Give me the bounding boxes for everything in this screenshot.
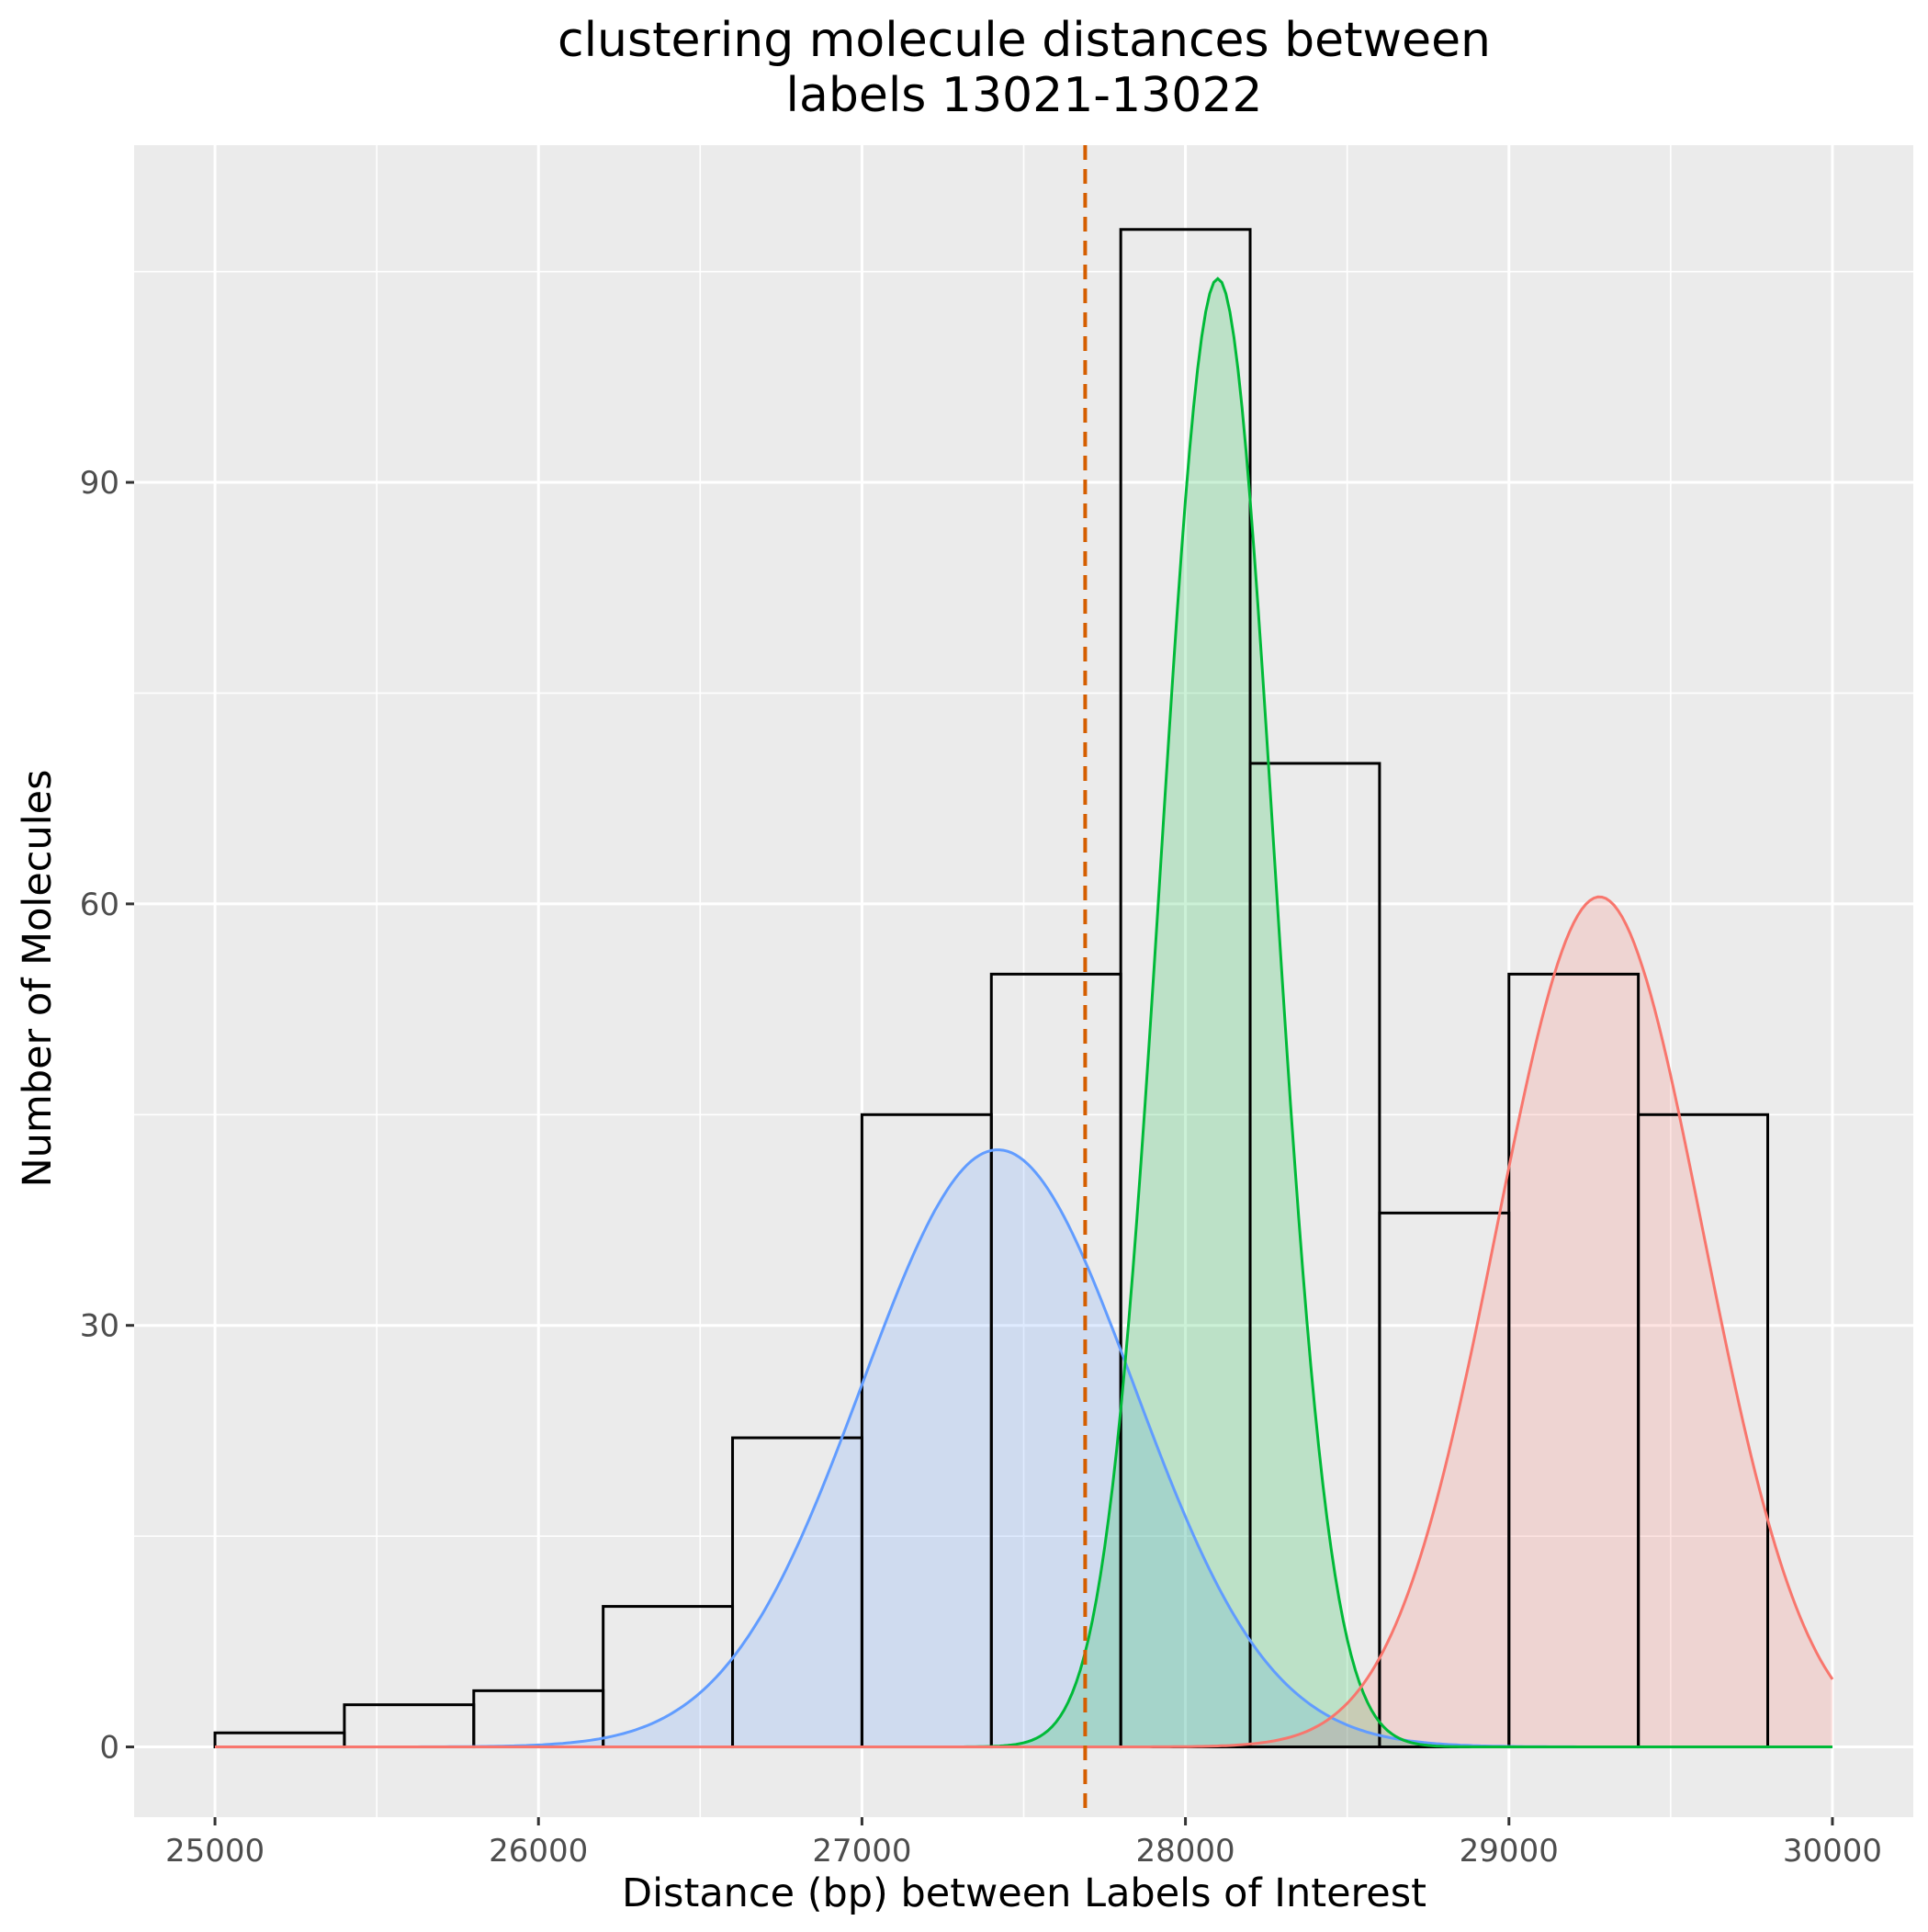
density-fill-1	[215, 1149, 1832, 1747]
y-tick-label: 0	[99, 1730, 119, 1767]
chart-title-line-1: clustering molecule distances between	[558, 13, 1491, 68]
minor-grid	[134, 145, 1913, 1817]
y-axis-label: Number of Molecules	[15, 769, 61, 1187]
x-tick-label: 26000	[489, 1833, 588, 1870]
x-axis-label: Distance (bp) between Labels of Interest	[622, 1870, 1426, 1916]
x-tick-label: 25000	[165, 1833, 265, 1870]
x-tick-label: 29000	[1460, 1833, 1559, 1870]
x-tick-label: 28000	[1136, 1833, 1235, 1870]
y-tick-label: 30	[80, 1308, 119, 1345]
y-tick-label: 60	[80, 887, 119, 923]
density-curve-3	[215, 895, 1834, 1748]
x-tick-label: 27000	[812, 1833, 911, 1870]
chart-title-line-2: labels 13021-13022	[786, 68, 1263, 123]
titles: clustering molecule distances between la…	[15, 13, 1491, 1916]
y-tick-label: 90	[80, 465, 119, 502]
density-lines	[215, 277, 1834, 1748]
axes: 25000 26000 27000 28000 29000 30000 0 30 60 90	[80, 465, 1882, 1870]
x-tick-label: 30000	[1783, 1833, 1882, 1870]
